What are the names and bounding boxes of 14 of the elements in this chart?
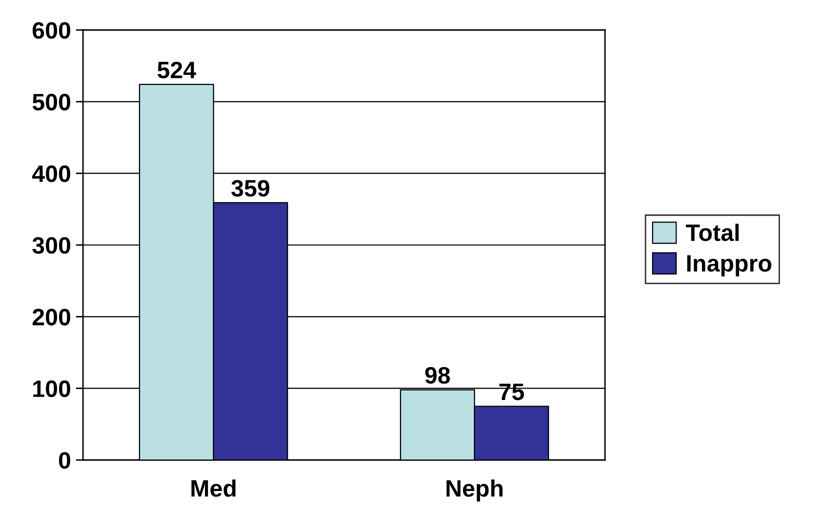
- y-tick-label: 0: [59, 452, 70, 469]
- legend-label: Inappro: [687, 255, 772, 276]
- data-label: 98: [425, 366, 450, 384]
- x-tick-label: Med: [191, 479, 236, 497]
- y-tick-label: 500: [32, 94, 70, 110]
- data-label: 359: [231, 180, 270, 197]
- y-tick-label: 200: [32, 308, 70, 326]
- legend-label: Total: [686, 224, 739, 242]
- y-tick-label: 100: [33, 380, 70, 398]
- y-tick-label: 400: [32, 165, 70, 182]
- y-tick-label: 600: [32, 22, 70, 39]
- data-label: 524: [158, 62, 196, 78]
- y-tick-label: 300: [32, 237, 70, 254]
- x-tick-label: Neph: [446, 479, 503, 502]
